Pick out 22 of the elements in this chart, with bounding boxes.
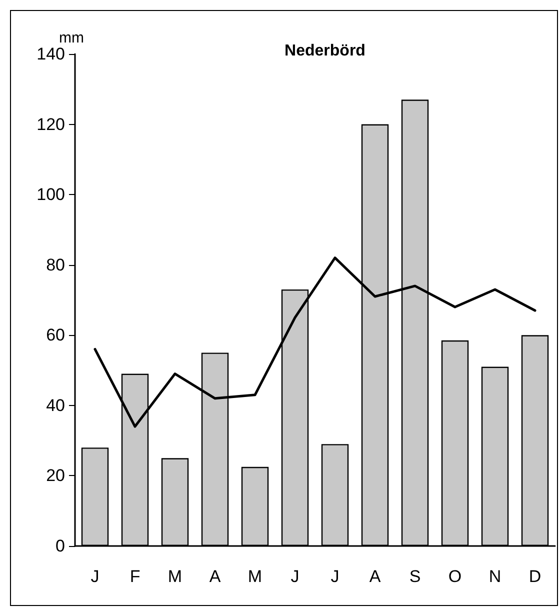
y-tick-label: 0 — [56, 536, 65, 556]
x-tick-label: S — [409, 567, 421, 586]
x-tick-label: M — [168, 567, 182, 586]
y-tick-label: 100 — [36, 185, 65, 204]
y-tick-label: 40 — [46, 396, 65, 415]
x-tick-label: J — [90, 567, 100, 586]
x-tick-label: A — [209, 567, 222, 586]
y-tick-label: 20 — [46, 466, 65, 486]
y-tick-label: 80 — [46, 255, 65, 274]
x-tick-label: O — [448, 567, 462, 586]
x-tick-label: F — [130, 567, 140, 586]
x-tick-label: N — [488, 567, 502, 586]
x-tick-label: J — [330, 567, 340, 586]
x-tick-label: J — [290, 567, 300, 586]
x-tick-label: D — [528, 567, 542, 586]
chart-title: Nederbörd — [284, 42, 366, 60]
y-tick-label: 140 — [36, 44, 65, 64]
y-tick-label: 60 — [46, 326, 65, 345]
y-tick-label: 120 — [36, 114, 65, 134]
x-tick-label: A — [369, 567, 382, 586]
x-tick-label: M — [248, 567, 262, 586]
y-axis-title: mm — [59, 30, 84, 47]
